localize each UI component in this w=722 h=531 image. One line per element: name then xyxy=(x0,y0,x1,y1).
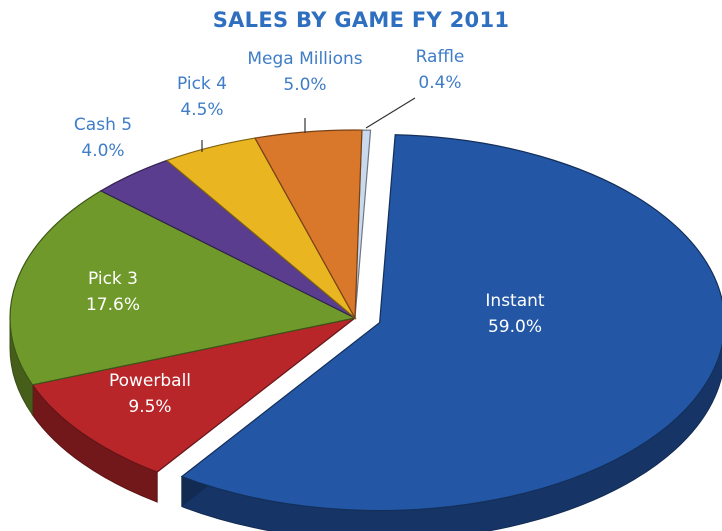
leader-line-raffle xyxy=(365,97,416,129)
slice-value-powerball: 9.5% xyxy=(128,397,171,417)
slice-value-mega-millions: 5.0% xyxy=(283,75,326,95)
pie-slice-instant xyxy=(180,134,722,512)
pie-slice-powerball xyxy=(31,317,356,473)
pie-slice-mega-millions xyxy=(254,129,363,321)
slice-label-cash-5: Cash 5 xyxy=(74,115,132,135)
slice-label-mega-millions: Mega Millions xyxy=(247,49,362,69)
slice-value-instant: 59.0% xyxy=(488,317,542,337)
slice-value-raffle: 0.4% xyxy=(418,73,461,93)
chart-title: SALES BY GAME FY 2011 xyxy=(212,8,510,32)
slice-value-pick-4: 4.5% xyxy=(180,100,223,120)
slice-label-instant: Instant xyxy=(485,291,545,311)
pie-slice-pick-3 xyxy=(9,190,357,386)
slice-value-pick-3: 17.6% xyxy=(86,295,140,315)
slice-value-cash-5: 4.0% xyxy=(81,141,124,161)
slice-label-pick-3: Pick 3 xyxy=(88,269,138,289)
slice-label-raffle: Raffle xyxy=(416,47,465,67)
slice-label-powerball: Powerball xyxy=(109,371,191,391)
slice-label-pick-4: Pick 4 xyxy=(177,74,227,94)
